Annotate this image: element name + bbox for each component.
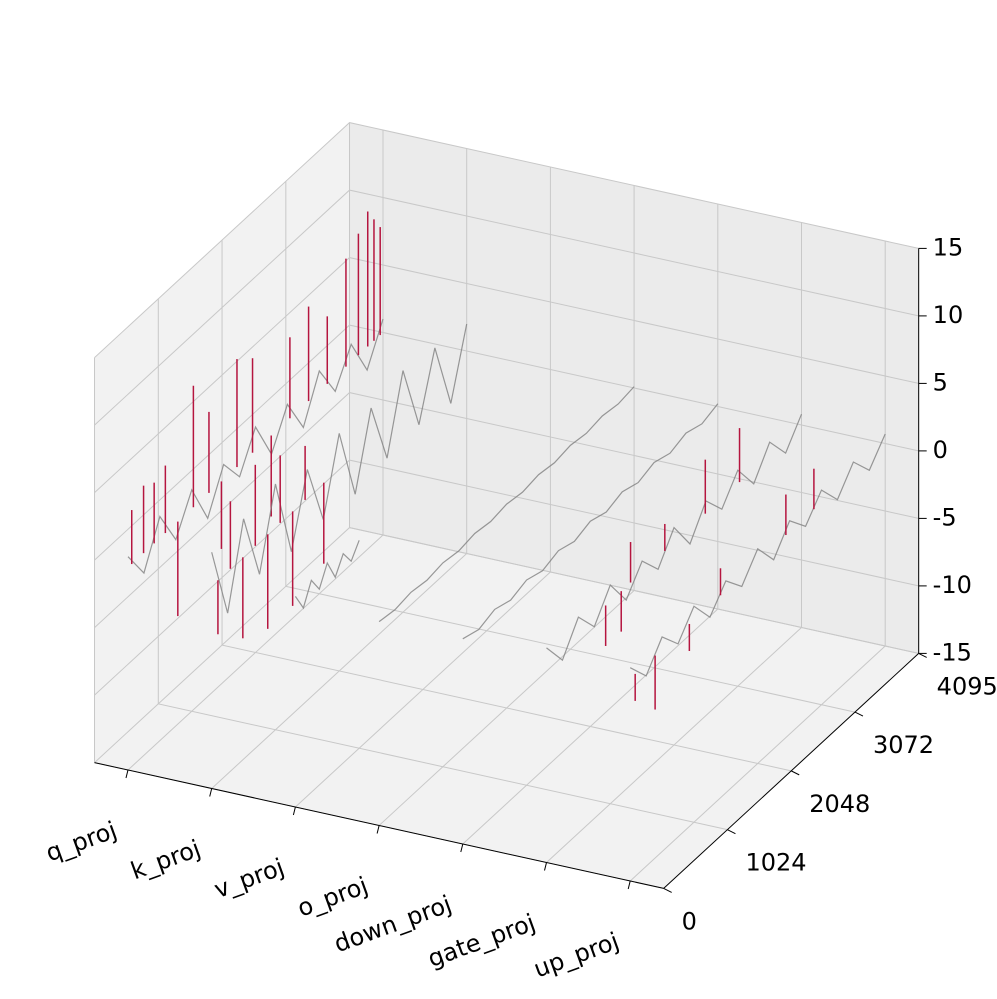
z-tick-label: 10: [933, 301, 964, 329]
z-tick-label: 15: [933, 233, 964, 261]
x-tick: [125, 769, 129, 779]
y-tick: [918, 652, 927, 658]
grid-line: [221, 240, 792, 772]
x-tick-label: up_proj: [530, 927, 623, 984]
y-tick: [727, 829, 736, 835]
y-tick-label: 4095: [937, 672, 997, 700]
channel-line: [211, 323, 468, 614]
z-tick-label: -5: [933, 503, 957, 531]
x-tick-label: k_proj: [127, 834, 204, 885]
z-tick-label: 5: [933, 368, 948, 396]
x-tick: [460, 843, 464, 853]
z-tick-label: 0: [933, 436, 948, 464]
x-tick-label: q_proj: [42, 816, 120, 867]
channel-line: [127, 318, 384, 575]
grid-line: [127, 130, 384, 771]
y-tick: [854, 711, 864, 717]
y-tick-label: 2048: [809, 790, 870, 818]
grid-line: [462, 204, 719, 845]
y-tick-label: 3072: [873, 731, 934, 759]
grid-line: [295, 167, 551, 808]
y-tick-label: 0: [682, 907, 697, 935]
y-axis: [663, 653, 920, 889]
grid-line: [629, 241, 886, 882]
channel-line: [378, 386, 635, 623]
x-tick-label: o_proj: [294, 871, 372, 922]
channel-line: [546, 413, 803, 662]
grid-line: [546, 222, 802, 863]
z-tick-label: -15: [933, 638, 972, 666]
grid-line: [378, 185, 635, 826]
channel-line: [629, 433, 886, 677]
z-tick-label: -10: [933, 571, 972, 599]
grid-line: [349, 122, 919, 654]
y-tick: [790, 770, 800, 776]
x-tick: [209, 788, 213, 797]
channel-line: [462, 403, 719, 640]
x-tick: [544, 862, 547, 871]
grid-line: [211, 148, 468, 789]
x-tick: [292, 806, 296, 816]
x-axis: [94, 762, 664, 889]
y-tick: [663, 887, 672, 893]
grid-line: [285, 181, 856, 713]
grid-line: [157, 298, 728, 831]
x-tick-label: v_proj: [210, 853, 287, 904]
x-tick: [627, 880, 631, 890]
x-tick: [376, 825, 380, 834]
y-tick-label: 1024: [745, 849, 806, 877]
channel-line: [294, 540, 360, 610]
